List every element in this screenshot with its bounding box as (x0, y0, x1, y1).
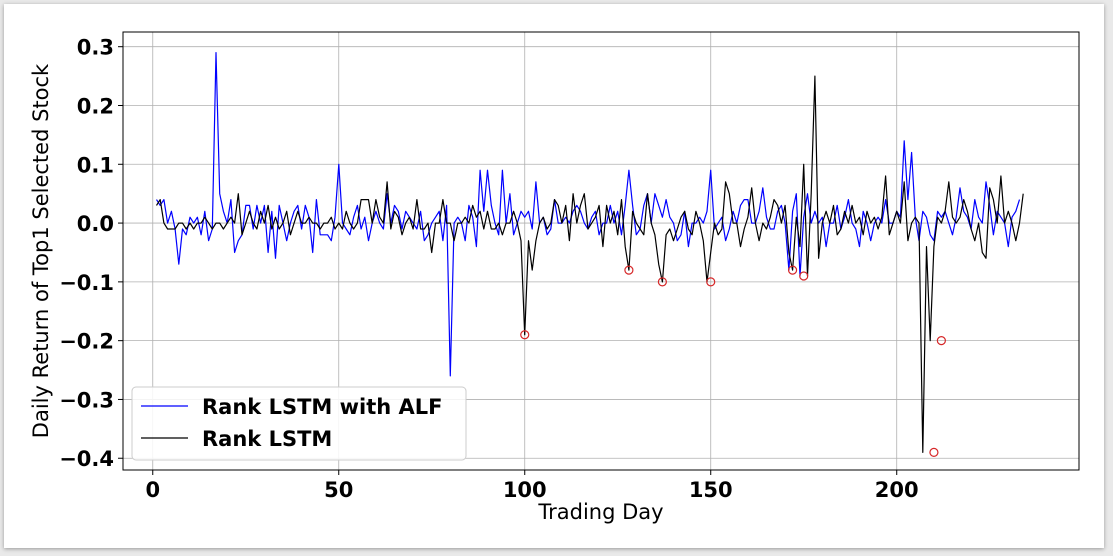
x-axis-ticks: 0 50 100 150 200 (145, 470, 919, 502)
x-axis-label: Trading Day (537, 500, 663, 524)
highlight-marker (706, 277, 716, 287)
series-line-rank-lstm (155, 75, 1024, 453)
figure-frame: 0 50 100 150 200 0.3 0.2 0.1 0.0 −0.1 −0.2 −0.3 −0.… (4, 4, 1104, 548)
y-axis-label: Daily Return of Top1 Selected Stock (29, 63, 53, 438)
x-tick-label: 0 (145, 478, 160, 502)
highlight-marker (799, 271, 809, 281)
x-tick-label: 200 (875, 478, 919, 502)
y-tick-label: −0.3 (59, 388, 114, 412)
x-tick-label: 150 (689, 478, 733, 502)
highlight-marker (520, 330, 530, 340)
y-tick-label: 0.2 (77, 94, 114, 118)
line-chart: 0 50 100 150 200 0.3 0.2 0.1 0.0 −0.1 −0.2 −0.3 −0.… (29, 31, 1080, 524)
highlight-marker (657, 277, 667, 287)
y-tick-label: 0.1 (77, 153, 114, 177)
x-tick-label: 50 (324, 478, 353, 502)
legend-box (131, 386, 467, 461)
highlight-marker (624, 265, 634, 275)
y-tick-label: 0.3 (77, 36, 114, 60)
y-tick-label: −0.2 (59, 330, 114, 354)
highlight-marker (936, 336, 946, 346)
y-tick-label: 0.0 (77, 212, 114, 236)
y-tick-label: −0.4 (59, 447, 114, 471)
series-lines (155, 51, 1024, 453)
highlight-markers (520, 265, 946, 457)
legend-label-rank-lstm: Rank LSTM (202, 427, 332, 451)
y-tick-label: −0.1 (59, 271, 114, 295)
highlight-marker (929, 447, 939, 457)
highlight-marker (787, 265, 798, 275)
x-tick-label: 100 (503, 478, 547, 502)
plot-area-border (122, 31, 1080, 471)
legend-label-rank-lstm-alf: Rank LSTM with ALF (202, 395, 443, 419)
legend: Rank LSTM with ALF Rank LSTM (131, 386, 467, 461)
y-axis-ticks: 0.3 0.2 0.1 0.0 −0.1 −0.2 −0.3 −0.4 (59, 36, 123, 471)
